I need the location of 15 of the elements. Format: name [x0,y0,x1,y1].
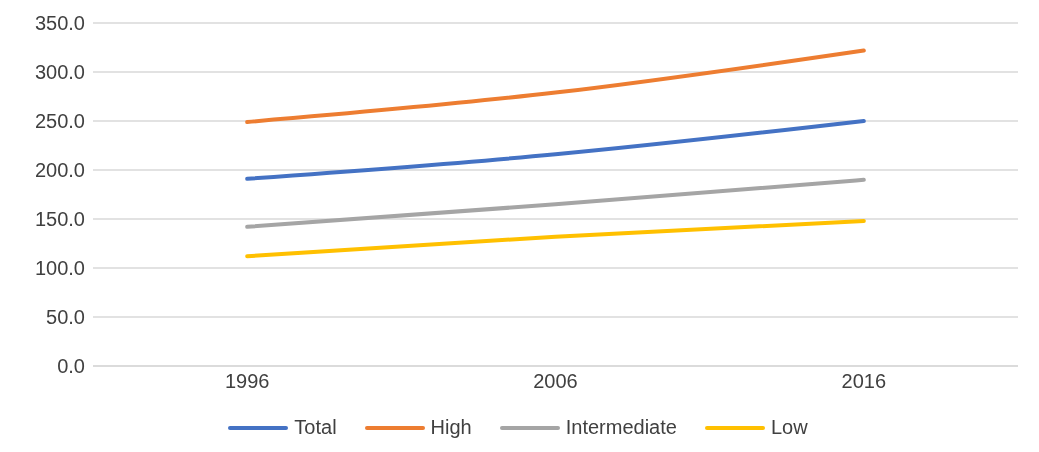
y-tick-label: 100.0 [34,257,85,280]
legend-label: High [429,416,472,439]
y-tick-label: 0.0 [57,355,85,378]
legend-label: Low [769,416,808,439]
y-tick-label: 300.0 [34,61,85,84]
y-tick-label: 250.0 [34,110,85,133]
y-tick-label: 150.0 [34,208,85,231]
x-tick-label: 2006 [533,370,578,393]
y-tick-label: 200.0 [34,159,85,182]
legend-label: Intermediate [564,416,677,439]
legend-label: Total [293,416,337,439]
x-tick-label: 1996 [224,370,270,393]
x-tick-label: 2016 [841,370,887,393]
y-tick-label: 350.0 [34,12,85,35]
y-tick-label: 50.0 [46,306,85,329]
